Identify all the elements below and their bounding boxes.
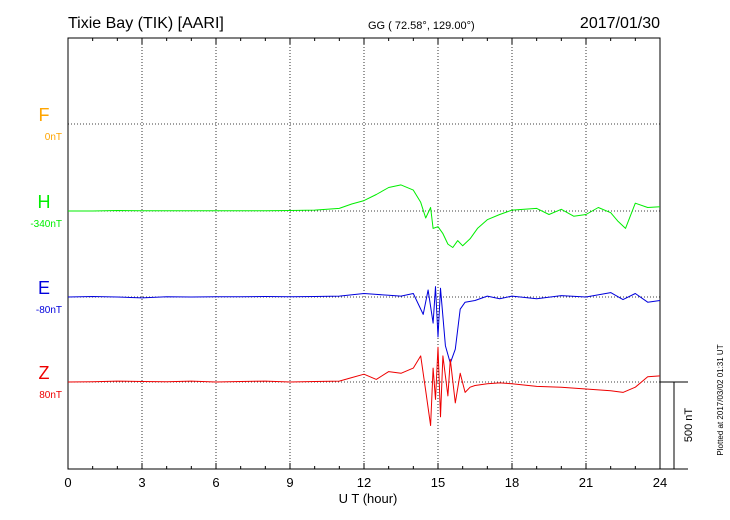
- channel-baseline-F: 0nT: [45, 132, 62, 143]
- x-tick-label-15: 15: [431, 475, 445, 490]
- x-tick-label-0: 0: [64, 475, 71, 490]
- channel-baseline-E: -80nT: [36, 305, 62, 316]
- x-tick-label-9: 9: [286, 475, 293, 490]
- channel-name-H: H: [38, 192, 51, 212]
- station-coords: GG ( 72.58°, 129.00°): [368, 20, 475, 32]
- station-title: Tixie Bay (TIK) [AARI]: [68, 15, 224, 32]
- channel-baseline-H: -340nT: [30, 219, 62, 230]
- data-series: [67, 184, 661, 426]
- channel-labels: F 0nT H -340nT E -80nT Z 80nT: [30, 105, 62, 401]
- x-tick-label-6: 6: [212, 475, 219, 490]
- x-tick-label-21: 21: [579, 475, 593, 490]
- plot-date: 2017/01/30: [580, 15, 660, 32]
- x-tick-label-3: 3: [138, 475, 145, 490]
- channel-baselines: [68, 123, 660, 383]
- series-line-E: [67, 286, 661, 364]
- x-tick-label-18: 18: [505, 475, 519, 490]
- channel-baseline-Z: 80nT: [39, 390, 62, 401]
- x-tick-label-12: 12: [357, 475, 371, 490]
- channel-name-E: E: [38, 278, 50, 298]
- series-line-Z: [67, 346, 661, 426]
- channel-name-Z: Z: [39, 363, 50, 383]
- scale-bar-label: 500 nT: [683, 408, 695, 443]
- grid-lines: [141, 38, 587, 469]
- x-ticks: 0 3 6 9 12 15 18 21 24: [64, 38, 667, 490]
- x-axis-label: U T (hour): [339, 491, 398, 506]
- plotted-timestamp: Plotted at 2017/03/02 01:31 UT: [716, 344, 725, 455]
- series-line-H: [68, 184, 661, 248]
- scale-bar: 500 nT: [660, 381, 695, 470]
- channel-name-F: F: [39, 105, 50, 125]
- x-tick-label-24: 24: [653, 475, 667, 490]
